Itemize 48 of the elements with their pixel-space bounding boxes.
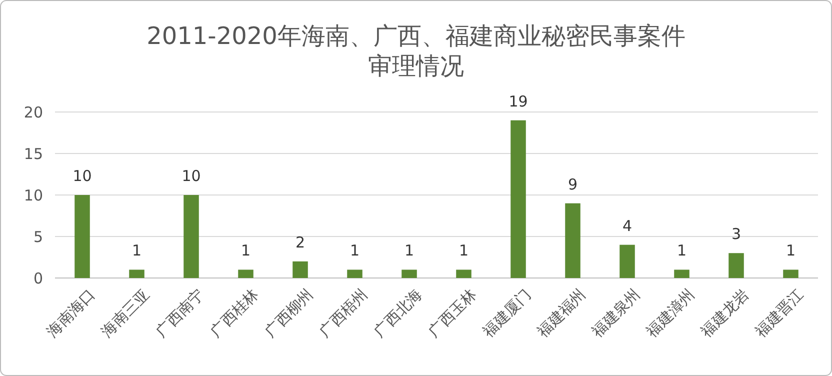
bar [456,270,472,278]
x-tick-label: 广西梧州 [316,286,372,341]
x-tick-label: 广西北海 [370,286,426,341]
bar [129,270,144,278]
data-label: 10 [182,167,201,185]
bar [292,261,308,278]
x-tick-label: 广西南宁 [152,286,208,341]
x-tick-label: 海南海口 [43,286,99,341]
data-label: 2 [295,233,306,252]
bar [728,253,744,278]
data-label: 1 [458,242,469,260]
bar [238,270,254,278]
bar [347,270,362,278]
x-tick-label: 广西玉林 [424,286,480,341]
x-tick-label: 福建晋江 [752,286,808,341]
x-tick-label: 福建龙岩 [697,286,753,341]
data-label: 1 [786,242,796,260]
data-label: 10 [72,167,92,185]
data-label: 1 [350,242,360,260]
bar [74,195,90,278]
bar [620,244,635,278]
x-tick-label: 福建厦门 [479,286,535,341]
data-label: 1 [404,242,414,260]
y-tick-label: 10 [24,186,43,204]
x-tick-label: 福建福州 [534,286,590,341]
x-tick-label: 福建泉州 [588,286,644,341]
data-label: 3 [731,225,742,244]
bar [674,270,690,278]
data-label: 19 [508,92,528,110]
x-tick-label: 福建漳州 [642,286,698,341]
bar [184,195,199,278]
x-tick-label: 广西桂林 [206,286,262,341]
data-label: 1 [676,242,687,260]
data-label: 1 [240,242,251,260]
bar [565,203,580,278]
x-tick-label: 广西柳州 [261,286,317,341]
bar [783,270,798,278]
bar [402,270,417,278]
x-tick-label: 海南三亚 [98,286,154,341]
data-label: 1 [132,242,142,260]
data-label: 4 [622,216,632,235]
y-tick-label: 0 [33,269,43,288]
bar [510,120,526,278]
y-tick-label: 5 [33,228,43,246]
y-tick-label: 20 [24,103,43,122]
y-tick-label: 15 [24,144,43,163]
chart-title: 2011-2020年海南、广西、福建商业秘密民事案件审理情况 [146,22,686,80]
data-label: 9 [568,175,578,194]
